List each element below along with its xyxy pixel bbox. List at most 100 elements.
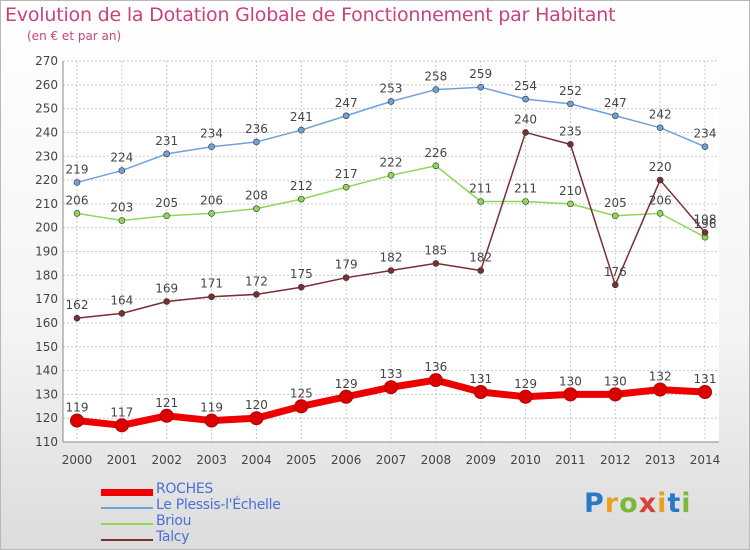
x-tick-label: 2006 <box>331 453 362 467</box>
y-tick-label: 230 <box>35 149 58 163</box>
data-point <box>163 150 171 158</box>
data-label: 119 <box>66 401 89 415</box>
data-label: 235 <box>559 124 582 138</box>
data-point <box>432 162 440 170</box>
data-point <box>653 382 668 397</box>
y-tick-label: 150 <box>35 340 58 354</box>
y-tick-label: 250 <box>35 102 58 116</box>
y-tick-label: 110 <box>35 435 58 449</box>
data-label: 219 <box>66 162 89 176</box>
data-label: 205 <box>604 196 627 210</box>
data-point <box>73 179 81 186</box>
x-tick-label: 2001 <box>107 453 138 467</box>
x-tick-label: 2008 <box>421 453 452 467</box>
data-label: 130 <box>559 374 582 388</box>
logo-letter: x <box>638 488 658 519</box>
data-label: 247 <box>335 96 358 110</box>
data-point <box>477 83 485 91</box>
data-label: 164 <box>110 293 133 307</box>
data-label: 131 <box>694 372 717 386</box>
x-tick-label: 2003 <box>196 453 227 467</box>
legend-label: Talcy <box>156 529 190 545</box>
x-tick-label: 2000 <box>62 453 93 467</box>
data-label: 242 <box>649 108 672 122</box>
data-point <box>432 86 440 93</box>
data-point <box>159 408 174 423</box>
data-point <box>204 413 219 428</box>
x-tick-label: 2013 <box>645 453 676 467</box>
data-point <box>611 112 619 120</box>
data-point <box>522 95 529 103</box>
data-label: 259 <box>469 67 492 81</box>
data-point <box>118 310 126 317</box>
data-label: 203 <box>110 201 133 215</box>
data-label: 117 <box>110 405 133 419</box>
data-label: 224 <box>110 151 133 165</box>
data-point <box>522 198 529 205</box>
chart-grid <box>63 60 719 443</box>
proxiti-logo: Proxiti <box>584 488 692 519</box>
data-point <box>477 198 485 205</box>
logo-letter: o <box>619 488 639 519</box>
y-tick-label: 200 <box>35 221 58 235</box>
y-tick-label: 220 <box>35 173 58 187</box>
data-label: 247 <box>604 96 627 110</box>
data-point <box>387 172 395 179</box>
data-label: 220 <box>649 160 672 174</box>
y-tick-label: 260 <box>35 78 58 92</box>
legend-label: ROCHES <box>156 481 213 497</box>
chart-title: Evolution de la Dotation Globale de Fonc… <box>5 4 616 26</box>
legend-label: Briou <box>156 513 192 529</box>
logo-letter: r <box>604 488 620 519</box>
data-label: 240 <box>514 112 537 126</box>
data-label: 212 <box>290 179 313 193</box>
x-tick-label: 2011 <box>555 453 586 467</box>
data-point <box>253 205 260 212</box>
y-tick-label: 120 <box>35 411 58 425</box>
data-label: 130 <box>604 374 627 388</box>
data-label: 234 <box>200 127 223 141</box>
data-label: 182 <box>469 251 492 265</box>
data-label: 121 <box>155 396 178 410</box>
logo-letter: i <box>681 488 692 519</box>
data-label: 179 <box>335 258 358 272</box>
data-point <box>698 384 712 399</box>
data-labels-layer: 119 117 121 119 120 125 129 133 136 131 129 130 130 1… <box>66 67 717 419</box>
data-label: 208 <box>245 189 268 203</box>
data-point <box>611 281 619 289</box>
data-label: 162 <box>66 298 89 312</box>
data-label: 182 <box>380 251 403 265</box>
data-label: 125 <box>290 386 313 400</box>
data-point <box>473 384 488 399</box>
data-point <box>297 126 305 134</box>
data-label: 241 <box>290 110 313 124</box>
data-point <box>208 143 215 151</box>
data-label: 196 <box>694 217 717 231</box>
data-point <box>428 373 443 388</box>
x-tick-label: 2007 <box>376 453 407 467</box>
data-point <box>518 389 533 404</box>
data-point <box>114 418 129 433</box>
logo-letter: i <box>657 488 668 519</box>
data-point <box>163 298 171 305</box>
data-label: 252 <box>559 84 582 98</box>
data-label: 132 <box>649 370 672 384</box>
data-point <box>118 167 126 174</box>
data-label: 205 <box>155 196 178 210</box>
x-tick-label: 2012 <box>600 453 631 467</box>
data-point <box>342 112 350 120</box>
data-label: 133 <box>380 367 403 381</box>
data-label: 231 <box>155 134 178 148</box>
data-point <box>297 283 305 291</box>
y-tick-label: 130 <box>35 387 58 401</box>
data-point <box>567 200 574 208</box>
data-point <box>342 274 350 281</box>
data-label: 171 <box>200 277 223 291</box>
logo-letter: t <box>667 488 682 519</box>
data-point <box>70 413 84 428</box>
data-point <box>608 387 623 402</box>
data-point <box>294 399 309 414</box>
data-point <box>656 176 664 184</box>
data-label: 129 <box>514 377 537 391</box>
